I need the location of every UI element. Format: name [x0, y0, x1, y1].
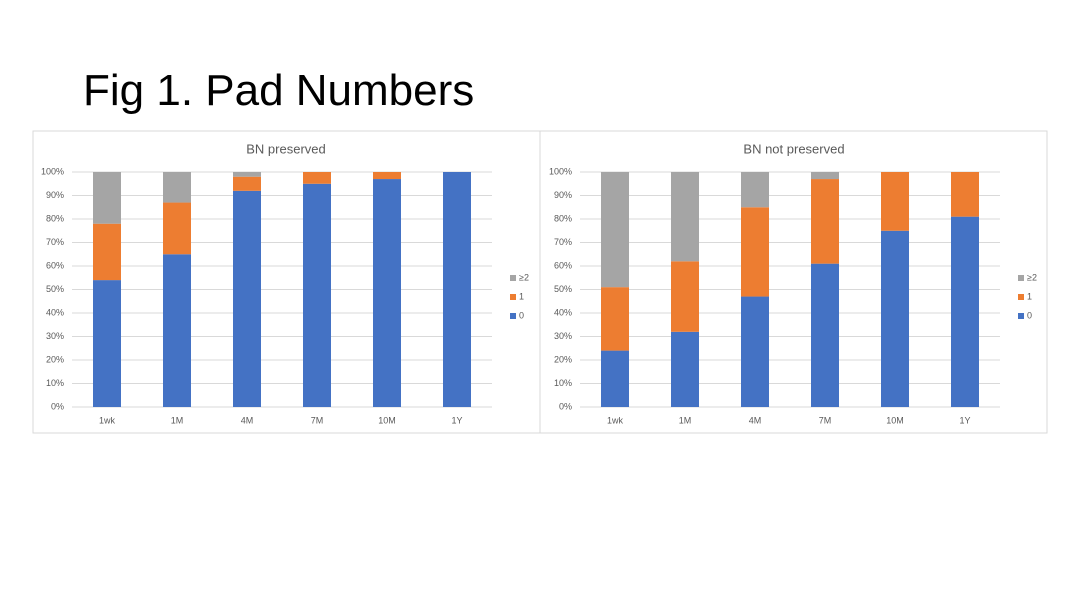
y-tick-label: 20% [554, 354, 572, 364]
x-tick-label: 1Y [959, 415, 970, 425]
x-tick-label: 7M [819, 415, 832, 425]
bar-segment [671, 172, 699, 262]
legend-swatch [1018, 294, 1024, 300]
y-tick-label: 100% [41, 166, 64, 176]
bar-segment [741, 207, 769, 297]
bar-segment [233, 190, 261, 407]
x-tick-label: 1M [171, 415, 184, 425]
y-tick-label: 40% [46, 307, 64, 317]
x-tick-label: 10M [378, 415, 396, 425]
chart-title: BN not preserved [743, 141, 844, 156]
bar-segment [163, 202, 191, 255]
legend-label: ≥2 [519, 272, 529, 282]
legend-label: 1 [519, 291, 524, 301]
bar-segment [951, 216, 979, 407]
bar-segment [741, 172, 769, 208]
y-tick-label: 60% [554, 260, 572, 270]
bar-segment [373, 172, 401, 180]
x-tick-label: 7M [311, 415, 324, 425]
x-tick-label: 4M [749, 415, 762, 425]
legend-swatch [510, 275, 516, 281]
y-tick-label: 10% [554, 378, 572, 388]
x-tick-label: 10M [886, 415, 904, 425]
y-tick-label: 50% [46, 284, 64, 294]
y-tick-label: 90% [554, 190, 572, 200]
y-tick-label: 40% [554, 307, 572, 317]
slide-title: Fig 1. Pad Numbers [83, 66, 474, 115]
legend-swatch [510, 313, 516, 319]
bar-segment [951, 172, 979, 217]
y-tick-label: 90% [46, 190, 64, 200]
bar-segment [303, 183, 331, 407]
legend-swatch [510, 294, 516, 300]
bar-segment [93, 280, 121, 407]
bar-segment [881, 172, 909, 231]
x-tick-label: 1wk [99, 415, 116, 425]
y-tick-label: 70% [554, 237, 572, 247]
bar-segment [811, 172, 839, 180]
x-tick-label: 1wk [607, 415, 624, 425]
legend-swatch [1018, 313, 1024, 319]
bar-segment [93, 223, 121, 281]
bar-segment [233, 176, 261, 191]
bar-segment [93, 172, 121, 224]
bar-segment [443, 172, 471, 407]
y-tick-label: 10% [46, 378, 64, 388]
bar-segment [303, 172, 331, 184]
y-tick-label: 50% [554, 284, 572, 294]
legend-label: 0 [519, 310, 524, 320]
bar-segment [233, 172, 261, 177]
chart-frame [539, 130, 1048, 434]
bar-segment [373, 179, 401, 407]
bar-segment [163, 172, 191, 203]
y-tick-label: 80% [554, 213, 572, 223]
x-tick-label: 1M [679, 415, 692, 425]
y-tick-label: 30% [554, 331, 572, 341]
x-tick-label: 4M [241, 415, 254, 425]
bar-segment [811, 263, 839, 407]
bar-segment [163, 254, 191, 407]
bar-segment [881, 230, 909, 407]
y-tick-label: 0% [559, 401, 572, 411]
bar-segment [671, 261, 699, 332]
y-tick-label: 20% [46, 354, 64, 364]
bar-segment [671, 331, 699, 407]
bar-segment [601, 350, 629, 407]
bar-segment [601, 172, 629, 288]
x-tick-label: 1Y [451, 415, 462, 425]
y-tick-label: 30% [46, 331, 64, 341]
legend-swatch [1018, 275, 1024, 281]
bar-segment [601, 287, 629, 351]
y-tick-label: 100% [549, 166, 572, 176]
bar-segment [811, 179, 839, 264]
legend-label: ≥2 [1027, 272, 1037, 282]
bar-segment [741, 296, 769, 407]
legend-label: 0 [1027, 310, 1032, 320]
y-tick-label: 80% [46, 213, 64, 223]
y-tick-label: 60% [46, 260, 64, 270]
y-tick-label: 0% [51, 401, 64, 411]
y-tick-label: 70% [46, 237, 64, 247]
legend-label: 1 [1027, 291, 1032, 301]
chart-title: BN preserved [246, 141, 325, 156]
